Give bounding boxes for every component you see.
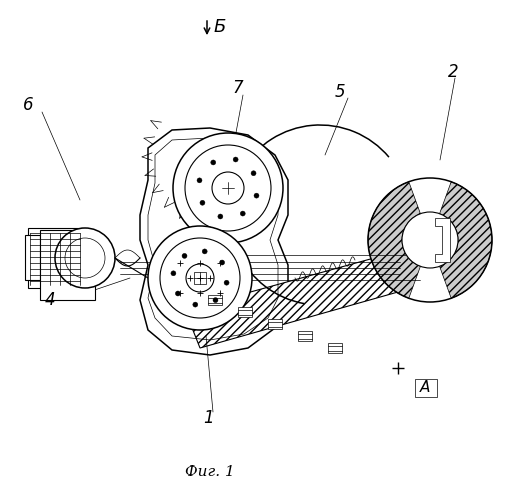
Circle shape <box>182 253 187 258</box>
Circle shape <box>254 193 259 198</box>
Text: Б: Б <box>214 18 226 36</box>
Bar <box>328 343 342 353</box>
Circle shape <box>211 160 216 165</box>
Bar <box>40 230 95 300</box>
Polygon shape <box>440 182 492 298</box>
Circle shape <box>186 264 214 292</box>
Text: 2: 2 <box>448 63 458 81</box>
Text: 1: 1 <box>203 409 213 427</box>
Polygon shape <box>368 182 420 298</box>
Bar <box>415 379 437 397</box>
Bar <box>238 307 252 317</box>
Bar <box>194 272 206 284</box>
Circle shape <box>65 238 105 278</box>
Circle shape <box>218 214 223 219</box>
Polygon shape <box>185 255 405 348</box>
Bar <box>25 235 40 280</box>
Circle shape <box>233 157 238 162</box>
Circle shape <box>402 212 458 268</box>
Text: 5: 5 <box>335 83 345 101</box>
Circle shape <box>212 172 244 204</box>
Circle shape <box>220 260 225 265</box>
Bar <box>268 319 282 329</box>
Polygon shape <box>140 128 288 355</box>
Bar <box>28 228 86 288</box>
Circle shape <box>175 291 180 296</box>
Circle shape <box>55 228 115 288</box>
Circle shape <box>185 145 271 231</box>
Circle shape <box>160 238 240 318</box>
Circle shape <box>202 249 207 254</box>
Text: 4: 4 <box>45 291 55 309</box>
Bar <box>208 295 222 305</box>
Circle shape <box>224 280 229 285</box>
Text: 7: 7 <box>233 79 243 97</box>
Circle shape <box>197 178 202 183</box>
Circle shape <box>171 271 176 276</box>
Circle shape <box>193 302 198 307</box>
Circle shape <box>240 211 245 216</box>
Circle shape <box>213 297 218 302</box>
Bar <box>298 331 312 341</box>
Circle shape <box>173 133 283 243</box>
Circle shape <box>148 226 252 330</box>
Text: А: А <box>420 381 430 396</box>
Text: 6: 6 <box>23 96 33 114</box>
Circle shape <box>251 171 256 176</box>
Circle shape <box>200 200 205 205</box>
Text: Фиг. 1: Фиг. 1 <box>185 465 235 479</box>
Polygon shape <box>435 218 450 262</box>
